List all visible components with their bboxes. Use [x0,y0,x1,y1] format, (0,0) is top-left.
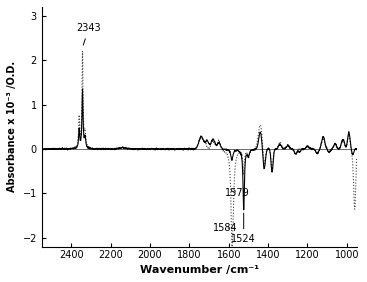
Text: 1579: 1579 [225,188,250,199]
Text: 2343: 2343 [76,23,101,45]
X-axis label: Wavenumber /cm⁻¹: Wavenumber /cm⁻¹ [140,265,259,275]
Text: 1524: 1524 [231,213,256,244]
Y-axis label: Absorbance x 10⁻³ /O.D.: Absorbance x 10⁻³ /O.D. [7,61,17,192]
Text: 1584: 1584 [213,223,237,233]
